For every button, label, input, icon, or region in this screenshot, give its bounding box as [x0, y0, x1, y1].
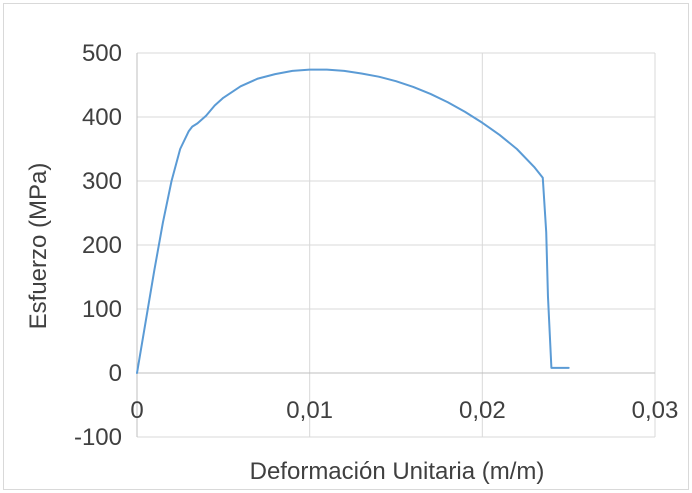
y-tick-label: 500	[82, 40, 122, 67]
y-tick-label: 400	[82, 104, 122, 131]
x-tick-label: 0,01	[286, 397, 333, 424]
x-tick-label: 0,02	[459, 397, 506, 424]
y-tick-label: 100	[82, 296, 122, 323]
x-tick-label: 0	[130, 397, 143, 424]
x-axis-title: Deformación Unitaria (m/m)	[250, 458, 545, 485]
series-line	[136, 68, 570, 374]
y-tick-label: -100	[74, 424, 122, 451]
chart-frame	[3, 3, 689, 490]
tick-labels: -100 0 100 200 300 400 500 0 0,01 0,02 0,03	[74, 40, 678, 451]
y-tick-label: 0	[109, 360, 122, 387]
y-tick-label: 200	[82, 232, 122, 259]
y-axis-title: Esfuerzo (MPa)	[25, 163, 52, 330]
series-layer	[136, 68, 570, 374]
y-tick-label: 300	[82, 168, 122, 195]
gridlines	[137, 52, 656, 438]
x-tick-label: 0,03	[632, 397, 679, 424]
